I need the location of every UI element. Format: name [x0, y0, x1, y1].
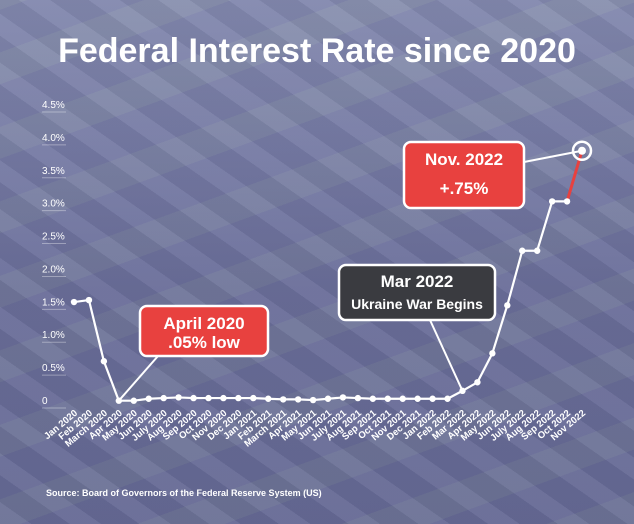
data-point	[444, 395, 451, 402]
data-point	[533, 247, 541, 254]
data-point	[504, 302, 511, 309]
y-tick-label: 1.5%	[42, 297, 65, 308]
data-point	[384, 395, 391, 402]
y-tick-label: 3.5%	[42, 166, 65, 177]
data-point	[399, 395, 406, 402]
data-point	[85, 296, 93, 304]
source-note: Source: Board of Governors of the Federa…	[46, 488, 322, 498]
callout-leader	[523, 149, 583, 163]
data-point	[70, 298, 78, 306]
data-point	[414, 395, 421, 402]
callouts: April 2020.05% low Mar 2022 Ukraine War Be…	[118, 140, 583, 402]
y-axis: 0 0.5% 1.0% 1.5% 2.0% 2.5% 3.0% 3.5% 4.0% 4.5%	[42, 100, 66, 409]
data-point	[309, 396, 317, 404]
y-tick-label: 2.5%	[42, 232, 65, 243]
callout-subtitle: Ukraine War Begins	[351, 296, 483, 312]
data-point	[160, 394, 167, 402]
data-point	[354, 394, 362, 402]
data-point	[279, 396, 287, 403]
data-point	[474, 379, 481, 386]
data-points	[70, 140, 593, 404]
data-point	[489, 350, 496, 357]
callout-box	[337, 263, 497, 322]
data-point	[220, 394, 227, 402]
y-tick-label: 0	[42, 396, 48, 407]
data-point	[100, 358, 108, 365]
callout-title: April 2020	[163, 314, 244, 333]
callout-leader	[118, 355, 159, 402]
callout-subtitle: .05% low	[168, 333, 241, 352]
data-point	[548, 198, 556, 205]
data-point	[563, 198, 571, 205]
callout-title: Nov. 2022	[425, 150, 503, 169]
chart-title: Federal Interest Rate since 2020	[58, 32, 576, 70]
callout-box	[402, 140, 526, 210]
callout-subtitle: +.75%	[440, 179, 489, 198]
data-point	[369, 395, 377, 402]
callout-box	[138, 304, 270, 358]
data-point	[235, 394, 242, 402]
y-tick-label: 0.5%	[42, 363, 65, 374]
data-point	[250, 394, 257, 402]
y-tick-label: 1.0%	[42, 330, 65, 341]
data-point	[324, 395, 332, 402]
data-point	[205, 394, 212, 402]
data-point-highlight	[571, 140, 593, 162]
data-point	[175, 394, 182, 401]
data-point	[265, 395, 272, 402]
data-point	[145, 395, 152, 402]
data-point	[339, 394, 347, 401]
callout-leader	[429, 319, 464, 392]
data-point	[130, 397, 137, 404]
y-tick-label: 3.0%	[42, 199, 65, 210]
series-line-path	[73, 200, 568, 402]
callout-title: Mar 2022	[381, 272, 454, 291]
data-point	[519, 247, 526, 254]
y-tick-label: 4.5%	[42, 100, 65, 111]
y-tick-label: 2.0%	[42, 264, 65, 275]
data-point	[294, 396, 302, 403]
data-point	[429, 395, 436, 402]
data-point	[190, 394, 197, 402]
y-tick-label: 4.0%	[42, 133, 65, 144]
